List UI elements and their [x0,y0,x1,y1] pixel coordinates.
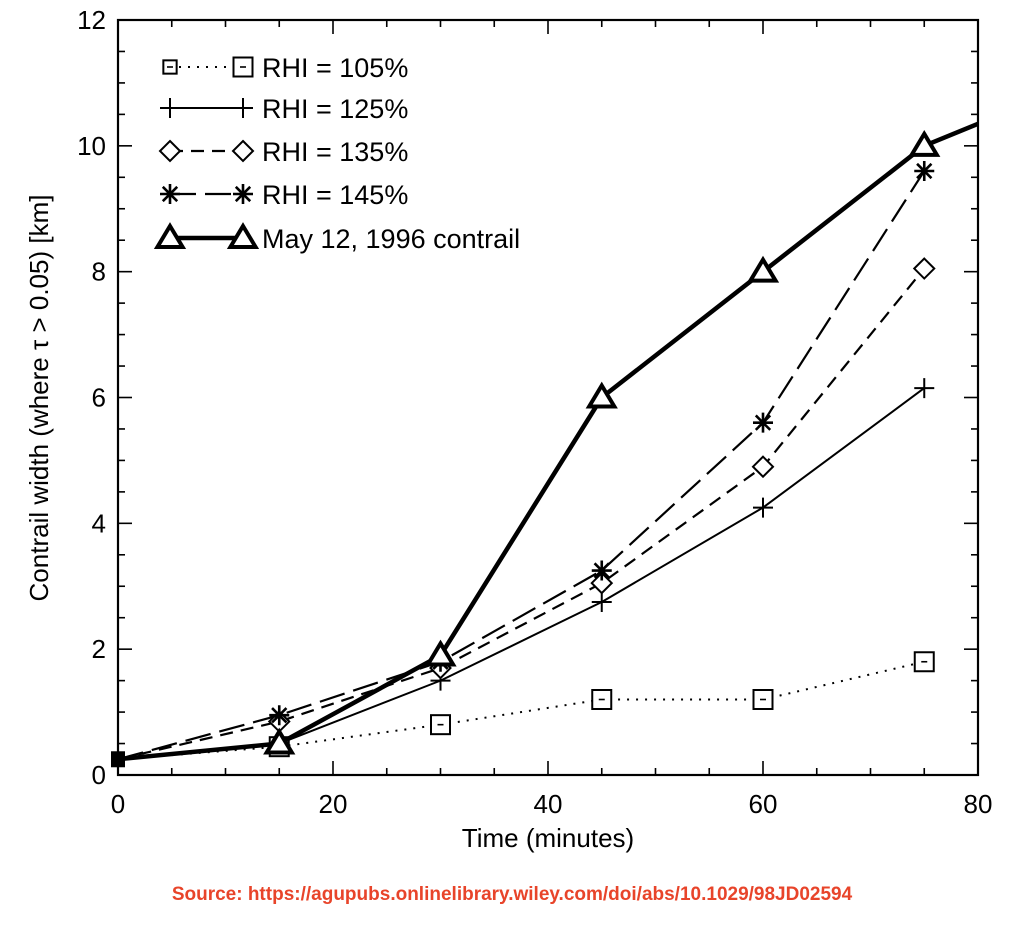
data-point [746,255,780,283]
legend-label: RHI = 105% [262,53,408,83]
data-point [591,591,612,612]
y-axis-label: Contrail width (where τ > 0.05) [km] [24,195,54,602]
legend-entry: May 12, 1996 contrail [153,222,520,254]
x-tick-label: 20 [319,789,348,819]
diamond-marker [912,257,936,280]
plus-marker [914,378,935,399]
data-point [591,689,613,710]
series-line [117,170,926,761]
legend-label: RHI = 125% [262,94,408,124]
data-point [430,714,451,736]
y-tick-label: 8 [92,257,106,287]
star-marker [914,161,935,181]
data-point [913,651,935,673]
data-point [263,727,296,755]
diamond-marker [751,455,775,479]
legend-entry: RHI = 125% [160,94,408,124]
source-link-text: Source: https://agupubs.onlinelibrary.wi… [171,884,853,905]
series-plus [117,378,935,761]
plot-frame [116,18,980,777]
star-marker [233,184,253,204]
data-point [751,455,775,479]
data-point [914,378,935,399]
data-point [753,497,773,518]
data-point [912,257,936,280]
x-tick-label: 40 [534,789,563,819]
data-point [752,689,774,710]
series-triangle [117,121,979,762]
series-line [117,267,926,761]
y-tick-label: 4 [92,508,106,538]
diamond-marker [158,139,182,163]
series-line [117,660,925,761]
triangle-marker [585,381,618,409]
data-point [914,161,935,181]
data-point [590,571,614,595]
triangle-marker [226,222,260,249]
legend-entry: RHI = 135% [158,137,408,167]
triangle-marker [263,727,296,755]
y-tick-label: 0 [92,760,106,790]
y-tick-label: 12 [77,5,106,35]
legend-label: May 12, 1996 contrail [262,224,520,254]
data-point [591,560,612,581]
triangle-marker [908,129,941,157]
series-lines [111,121,979,768]
series-line [117,121,979,762]
data-point [269,705,290,726]
triangle-marker [153,222,187,249]
legend-entry: RHI = 145% [160,180,408,210]
origin-marker [111,751,125,768]
x-tick-label: 80 [964,789,993,819]
plus-marker [160,98,180,118]
series-line [117,387,925,761]
star-marker [591,560,612,581]
x-tick-label: 60 [749,789,778,819]
plus-marker [591,591,612,612]
plus-marker [753,497,773,518]
x-axis-label: Time (minutes) [462,823,634,853]
series-diamond [117,257,936,761]
star-marker [269,705,290,726]
data-point [424,639,457,667]
diamond-marker [231,139,255,163]
y-tick-label: 6 [92,383,106,413]
legend-label: RHI = 145% [262,180,408,210]
legend-entry: RHI = 105% [162,53,408,83]
axes: 0 20 40 60 80 0 2 4 6 8 10 12 [77,5,992,819]
star-marker [160,184,180,204]
series-square [117,651,935,761]
plus-marker [233,98,253,118]
y-tick-label: 2 [92,634,106,664]
series-star [117,161,935,761]
data-point [585,381,618,409]
triangle-marker [424,639,457,667]
y-tick-label: 10 [77,131,106,161]
triangle-marker [746,255,780,283]
legend: RHI = 105% RHI = 125% RHI = 135% RHI = 145%… [153,53,520,254]
x-tick-label: 0 [111,789,125,819]
diamond-marker [590,571,614,595]
legend-label: RHI = 135% [262,137,408,167]
data-point [908,129,941,157]
star-marker [753,412,773,433]
data-point [753,412,773,433]
